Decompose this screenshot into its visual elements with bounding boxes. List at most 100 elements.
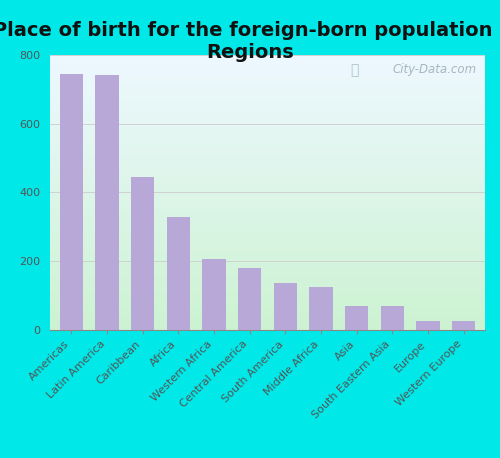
Bar [50, 112, 485, 113]
Bar [50, 176, 485, 177]
Bar [50, 281, 485, 282]
Bar [50, 55, 485, 56]
Bar [50, 145, 485, 146]
Bar [50, 180, 485, 181]
Bar [50, 81, 485, 82]
Bar [50, 184, 485, 185]
Bar [50, 200, 485, 201]
Bar [50, 120, 485, 121]
Bar [50, 175, 485, 176]
Bar [50, 85, 485, 86]
Bar [50, 246, 485, 247]
Text: ⓘ: ⓘ [350, 63, 358, 77]
Bar [50, 270, 485, 271]
Bar [50, 157, 485, 158]
Text: City-Data.com: City-Data.com [392, 63, 476, 76]
Bar [50, 221, 485, 222]
Bar [50, 328, 485, 329]
Bar [50, 181, 485, 182]
Bar [50, 125, 485, 126]
Bar [50, 143, 485, 144]
Bar [50, 310, 485, 311]
Bar [50, 92, 485, 93]
Bar [50, 151, 485, 152]
Bar [50, 62, 485, 63]
Bar [50, 320, 485, 321]
Bar [50, 121, 485, 122]
Bar [50, 287, 485, 288]
Bar [50, 227, 485, 228]
Bar [50, 131, 485, 132]
Bar [50, 65, 485, 66]
Bar [50, 137, 485, 138]
Bar [50, 130, 485, 131]
Bar [50, 239, 485, 240]
Bar [50, 243, 485, 244]
Bar [50, 171, 485, 172]
Bar [50, 286, 485, 287]
Bar [50, 250, 485, 251]
Bar [50, 259, 485, 260]
Bar [274, 284, 297, 330]
Bar [50, 152, 485, 153]
Bar [50, 166, 485, 167]
Bar [50, 237, 485, 238]
Bar [50, 203, 485, 204]
Bar [238, 268, 262, 330]
Bar [50, 160, 485, 161]
Bar [50, 236, 485, 237]
Bar [50, 155, 485, 156]
Bar [50, 209, 485, 210]
Bar [50, 235, 485, 236]
Bar [50, 289, 485, 290]
Bar [50, 83, 485, 84]
Bar [50, 74, 485, 75]
Bar [50, 100, 485, 101]
Bar [50, 220, 485, 221]
Bar [50, 80, 485, 81]
Bar [50, 190, 485, 191]
Bar [50, 178, 485, 179]
Bar [50, 284, 485, 285]
Bar [50, 134, 485, 135]
Bar [50, 168, 485, 169]
Bar [50, 256, 485, 257]
Bar [50, 326, 485, 327]
Bar [50, 210, 485, 211]
Bar [50, 223, 485, 224]
Bar [50, 319, 485, 320]
Bar [50, 218, 485, 219]
Bar [50, 87, 485, 88]
Bar [50, 230, 485, 231]
Bar [50, 188, 485, 189]
Bar [50, 113, 485, 114]
Bar [50, 76, 485, 77]
Bar [50, 118, 485, 119]
Bar [50, 228, 485, 229]
Bar [50, 290, 485, 291]
Bar [50, 207, 485, 208]
Bar [50, 68, 485, 69]
Bar [50, 128, 485, 129]
Bar [50, 249, 485, 250]
Bar [50, 222, 485, 223]
Bar [202, 259, 226, 330]
Bar [50, 211, 485, 212]
Bar [50, 111, 485, 112]
Bar [50, 258, 485, 259]
Bar [50, 248, 485, 249]
Bar [50, 165, 485, 166]
Bar [50, 245, 485, 246]
Bar [50, 198, 485, 199]
Bar [50, 217, 485, 218]
Bar [50, 192, 485, 193]
Bar [50, 199, 485, 200]
Bar [50, 189, 485, 190]
Bar [50, 315, 485, 316]
Bar [50, 226, 485, 227]
Bar [50, 311, 485, 312]
Bar [50, 264, 485, 265]
Bar [50, 208, 485, 209]
Bar [50, 275, 485, 276]
Bar [50, 182, 485, 183]
